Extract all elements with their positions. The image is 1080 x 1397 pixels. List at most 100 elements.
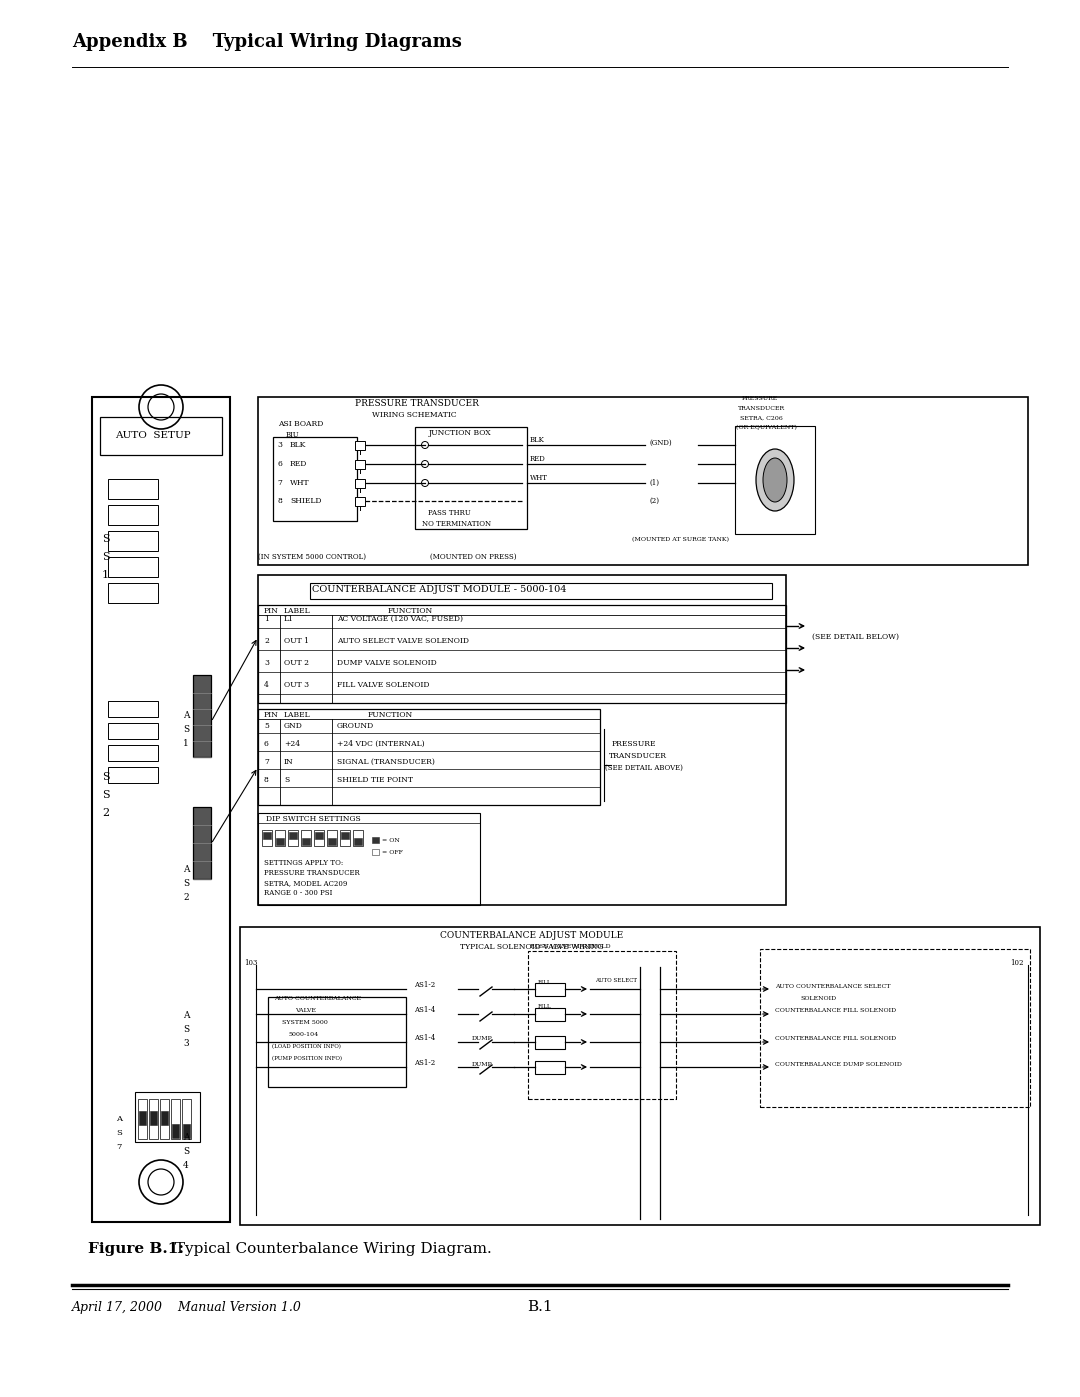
Text: BLK: BLK [530,436,545,444]
Bar [355,460,365,469]
Text: RED: RED [291,460,308,468]
Bar [258,605,786,703]
Bar [314,830,324,847]
Bar [193,807,211,879]
Text: ASI BOARD: ASI BOARD [278,420,323,427]
Text: PRESSURE TRANSDUCER: PRESSURE TRANSDUCER [355,398,478,408]
Text: TRANSDUCER: TRANSDUCER [738,405,785,411]
Bar [108,504,158,525]
Text: OUT 3: OUT 3 [284,680,309,689]
Bar [92,397,230,1222]
Text: COUNTERBALANCE FILL SOLENOID: COUNTERBALANCE FILL SOLENOID [775,1009,896,1013]
Text: GROUND: GROUND [337,722,375,731]
Text: PASS THRU: PASS THRU [428,509,471,517]
Text: SHIELD: SHIELD [291,497,322,504]
Text: AUTO COUNTERBALANCE SELECT: AUTO COUNTERBALANCE SELECT [775,983,890,989]
Text: DUMP: DUMP [472,1063,492,1067]
Bar [264,833,271,840]
Text: AUTO SELECT: AUTO SELECT [595,978,637,983]
Bar [288,830,298,847]
Text: 5000-104: 5000-104 [288,1031,319,1037]
Bar [268,997,406,1087]
Bar [276,838,284,845]
Bar [415,427,527,529]
Text: 3: 3 [276,441,282,448]
Text: S: S [183,1024,189,1034]
Text: S: S [183,1147,189,1155]
Bar [372,837,379,842]
Text: (SEE DETAIL BELOW): (SEE DETAIL BELOW) [812,633,899,641]
Bar [355,441,365,450]
Bar [302,838,310,845]
Text: AC VOLTAGE (120 VAC, FUSED): AC VOLTAGE (120 VAC, FUSED) [337,615,463,623]
Bar [328,838,336,845]
Bar [171,1099,180,1139]
Text: (MOUNTED AT SURGE TANK): (MOUNTED AT SURGE TANK) [632,538,729,542]
Bar [258,710,600,805]
Text: GND: GND [284,722,302,731]
Bar [535,1009,565,1021]
Bar [150,1111,157,1125]
Bar [310,583,772,599]
Text: AS1-2: AS1-2 [414,1059,435,1067]
Text: 3: 3 [183,1038,189,1048]
Text: 8: 8 [264,775,269,784]
Text: 1: 1 [102,570,109,580]
Bar [273,437,357,521]
Bar [289,833,297,840]
Text: = ON: = ON [382,837,400,842]
Bar [108,745,158,761]
Text: PIN: PIN [264,711,279,719]
Text: S: S [102,789,110,800]
Text: FILL VALVE SOLENOID: FILL VALVE SOLENOID [337,680,430,689]
Text: DUMP: DUMP [472,1037,492,1042]
Text: AS1-4: AS1-4 [414,1034,435,1042]
Text: LABEL: LABEL [284,711,311,719]
Text: FILL: FILL [538,1004,552,1010]
Bar [262,830,272,847]
Bar [240,928,1040,1225]
Text: COUNTERBALANCE ADJUST MODULE: COUNTERBALANCE ADJUST MODULE [440,930,623,940]
Text: (1): (1) [650,479,660,488]
Text: 2: 2 [264,637,269,645]
Text: BIU: BIU [286,432,299,439]
Bar [160,1099,168,1139]
Bar [327,830,337,847]
Text: PRESSURE: PRESSURE [742,395,779,401]
Text: SETRA, MODEL AC209: SETRA, MODEL AC209 [264,879,348,887]
Text: AS1-2: AS1-2 [414,981,435,989]
Bar [108,479,158,499]
Bar [301,830,311,847]
Text: = OFF: = OFF [382,849,403,855]
Text: 6: 6 [264,740,269,747]
Text: S: S [102,534,110,543]
Bar [100,416,222,455]
Text: VALVE: VALVE [295,1007,316,1013]
Bar [275,830,285,847]
Text: Typical Counterbalance Wiring Diagram.: Typical Counterbalance Wiring Diagram. [170,1242,491,1256]
Text: 7: 7 [264,759,269,766]
Bar [535,1037,565,1049]
Text: (LOAD POSITION INFO): (LOAD POSITION INFO) [272,1045,341,1049]
Text: B.1: B.1 [527,1301,553,1315]
Text: AUTO SELECT VALVE SOLENOID: AUTO SELECT VALVE SOLENOID [337,637,469,645]
Bar [258,813,480,905]
Text: 4: 4 [183,1161,189,1169]
Text: April 17, 2000    Manual Version 1.0: April 17, 2000 Manual Version 1.0 [72,1301,302,1313]
Text: S: S [102,773,110,782]
Text: 5: 5 [264,722,269,731]
Bar [340,830,350,847]
Text: OUT 2: OUT 2 [284,659,309,666]
Bar [149,1099,158,1139]
Text: FUNCTION: FUNCTION [388,608,433,615]
Text: A: A [183,1010,189,1020]
Bar [138,1099,147,1139]
Text: S: S [102,552,110,562]
Text: 102: 102 [1010,958,1024,967]
Bar [353,830,363,847]
Text: 103: 103 [244,958,257,967]
Text: AUTO COUNTERBALANCE: AUTO COUNTERBALANCE [274,996,361,1002]
Text: A: A [183,711,189,719]
Bar [108,557,158,577]
Text: PRESSURE TRANSDUCER: PRESSURE TRANSDUCER [264,869,360,877]
